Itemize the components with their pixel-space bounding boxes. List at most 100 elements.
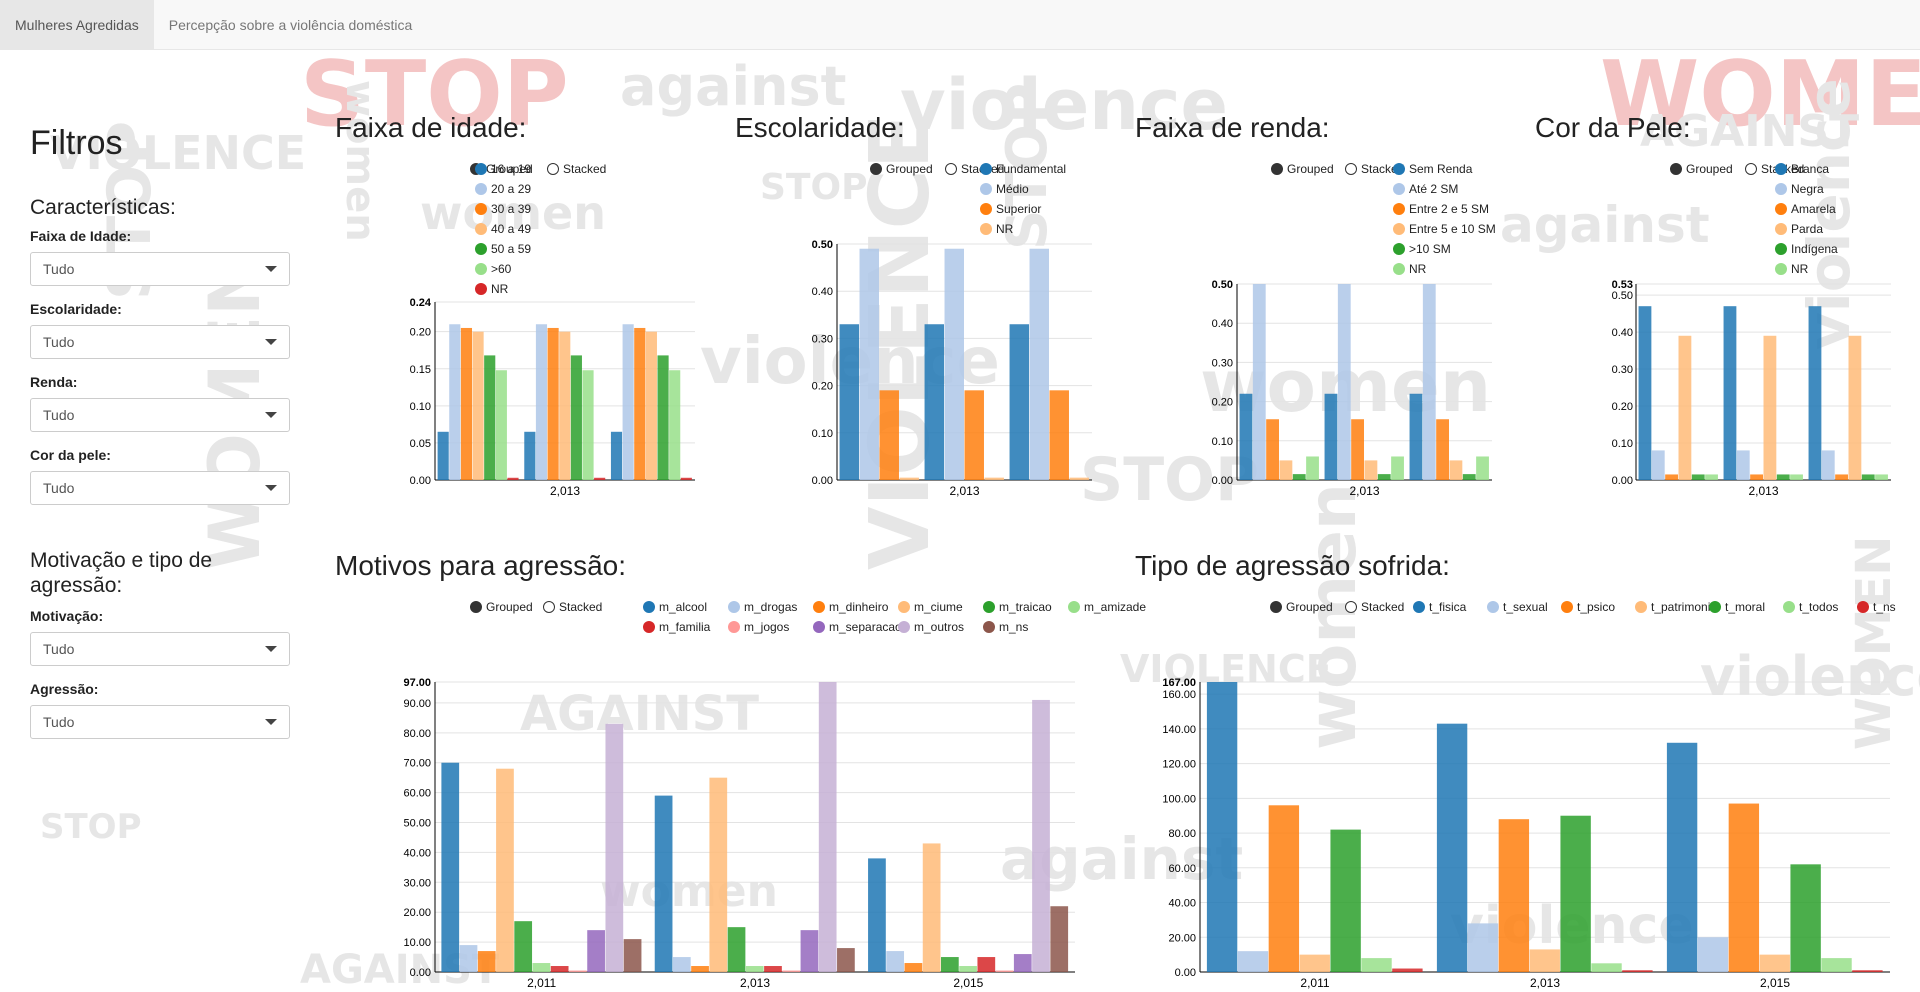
bar[interactable] [1268,805,1300,972]
bar[interactable] [1391,456,1404,480]
bar[interactable] [1436,419,1449,480]
bar[interactable] [709,777,728,972]
bar[interactable] [899,477,919,480]
bar[interactable] [727,927,746,972]
bar[interactable] [1279,460,1293,480]
bar[interactable] [1666,742,1698,972]
legend-item[interactable]: m_outros [898,620,964,634]
bar[interactable] [924,324,945,480]
education-filter-select[interactable]: Tudo [30,325,290,359]
legend-item[interactable]: 30 a 39 [475,202,531,216]
legend-item[interactable]: m_ns [983,620,1028,634]
legend-item[interactable]: Negra [1775,182,1824,196]
stacked-radio[interactable]: Stacked [1345,600,1404,614]
bar[interactable] [886,951,905,972]
bar[interactable] [559,331,571,480]
legend-item[interactable]: NR [980,222,1013,236]
stacked-radio[interactable]: Stacked [547,162,606,176]
legend-item[interactable]: 50 a 59 [475,242,531,256]
stacked-radio[interactable]: Stacked [1745,162,1804,176]
bar[interactable] [1852,970,1883,972]
bar[interactable] [977,957,996,972]
legend-item[interactable]: m_ciume [898,600,963,614]
bar[interactable] [669,370,681,480]
bar[interactable] [1651,450,1665,480]
bar[interactable] [922,843,941,972]
bar[interactable] [477,951,496,972]
bar[interactable] [1591,963,1622,972]
bar[interactable] [1790,474,1803,480]
legend-item[interactable]: m_drogas [728,600,797,614]
grouped-radio[interactable]: Grouped [470,600,533,614]
bar[interactable] [1665,474,1678,480]
bar[interactable] [1462,474,1476,480]
bar[interactable] [441,762,460,972]
bar[interactable] [484,355,496,480]
bar[interactable] [1678,335,1692,480]
bar[interactable] [691,966,709,972]
bar[interactable] [1723,306,1737,480]
legend-item[interactable]: m_separacao [813,620,902,634]
legend-item[interactable]: 16 a 19 [475,162,531,176]
bar[interactable] [1467,923,1499,972]
bar[interactable] [507,477,519,480]
bar[interactable] [459,945,478,972]
bar[interactable] [645,331,657,480]
bar[interactable] [1736,450,1750,480]
bar[interactable] [610,431,623,480]
legend-item[interactable]: Parda [1775,222,1823,236]
bar[interactable] [582,370,594,480]
bar[interactable] [1728,803,1760,972]
grouped-radio[interactable]: Grouped [870,162,933,176]
bar[interactable] [680,477,692,480]
legend-item[interactable]: m_alcool [643,600,707,614]
bar[interactable] [1759,954,1790,972]
legend-item[interactable]: t_ns [1857,600,1896,614]
income-filter-select[interactable]: Tudo [30,398,290,432]
bar[interactable] [1237,951,1269,972]
bar[interactable] [1776,474,1790,480]
age-filter-select[interactable]: Tudo [30,252,290,286]
bar[interactable] [1622,970,1653,972]
bar[interactable] [1239,393,1253,480]
bar[interactable] [1691,474,1705,480]
bar[interactable] [904,963,923,972]
bar[interactable] [1013,954,1032,972]
legend-item[interactable]: t_sexual [1487,600,1548,614]
bar[interactable] [1299,954,1330,972]
legend-item[interactable]: NR [475,282,508,296]
bar[interactable] [550,966,569,972]
bar[interactable] [1498,819,1530,972]
skin-color-filter-select[interactable]: Tudo [30,471,290,505]
bar[interactable] [605,723,624,972]
bar[interactable] [995,970,1014,972]
bar[interactable] [1790,864,1821,972]
bar[interactable] [1476,456,1489,480]
bar[interactable] [449,324,461,480]
bar[interactable] [524,431,536,480]
legend-item[interactable]: Indígena [1775,242,1838,256]
grouped-radio[interactable]: Grouped [1271,162,1334,176]
bar[interactable] [547,327,559,480]
bar[interactable] [1861,474,1875,480]
bar[interactable] [745,966,764,972]
bar[interactable] [837,948,855,972]
bar[interactable] [879,390,899,480]
bar[interactable] [1848,335,1862,480]
bar[interactable] [1763,335,1777,480]
bar[interactable] [1337,284,1351,480]
bar[interactable] [1436,723,1468,972]
bar[interactable] [1306,456,1319,480]
legend-item[interactable]: >10 SM [1393,242,1451,256]
bar[interactable] [868,858,886,972]
bar[interactable] [1449,460,1463,480]
bar[interactable] [657,355,669,480]
bar[interactable] [623,939,642,972]
bar[interactable] [1638,306,1652,480]
bar[interactable] [959,966,977,972]
bar[interactable] [672,957,691,972]
stacked-radio[interactable]: Stacked [543,600,602,614]
legend-item[interactable]: Entre 2 e 5 SM [1393,202,1489,216]
legend-item[interactable]: t_todos [1783,600,1838,614]
tab-mulheres-agredidas[interactable]: Mulheres Agredidas [0,0,154,49]
